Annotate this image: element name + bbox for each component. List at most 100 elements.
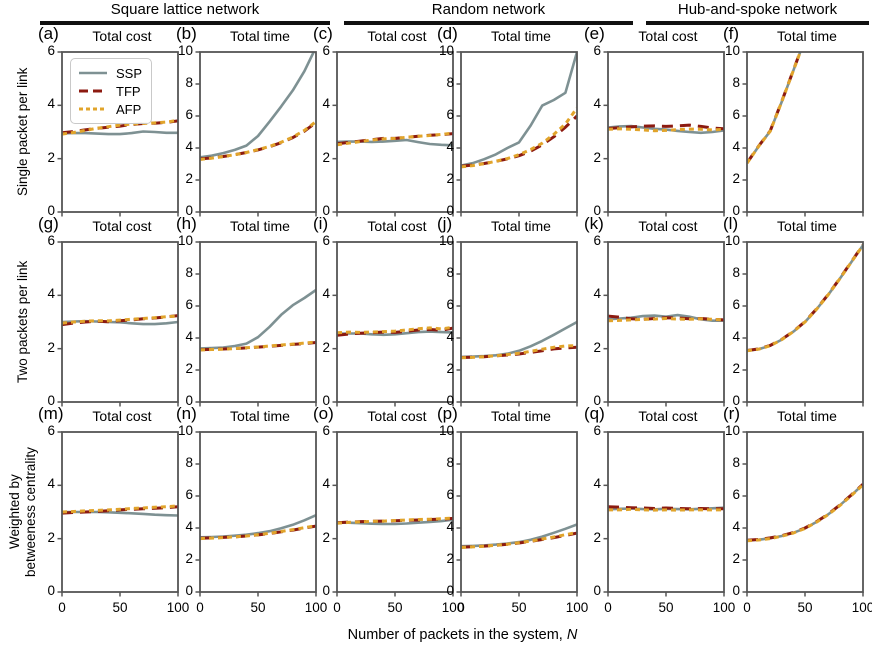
panel-letter-p: (p) <box>437 404 458 423</box>
plot-d <box>456 51 578 217</box>
x-axis-label-text: Number of packets in the system, <box>347 627 567 643</box>
y-tick-label-g-2: 2 <box>47 339 55 355</box>
y-tick-label-q-0: 0 <box>593 583 601 598</box>
y-tick-label-d-6: 6 <box>446 107 454 122</box>
y-tick-label-h-8: 8 <box>185 265 193 280</box>
y-tick-label-d-2: 2 <box>446 171 454 186</box>
panel-letter-h: (h) <box>176 214 197 233</box>
y-tick-label-j-0: 0 <box>446 393 454 408</box>
y-tick-label-m-6: 6 <box>47 423 55 438</box>
series-ssp-f <box>747 52 802 164</box>
plot-a <box>57 51 179 217</box>
series-ssp-b <box>200 52 316 159</box>
panel-letter-k: (k) <box>584 214 604 233</box>
x-tick-label-p-50: 50 <box>511 600 527 615</box>
plot-g <box>57 241 179 407</box>
y-tick-label-l-2: 2 <box>732 361 740 376</box>
legend-label-ssp: SSP <box>116 65 143 81</box>
series-ssp-a <box>62 130 178 136</box>
group-rule-hub-and-spoke <box>646 21 869 25</box>
y-tick-label-n-2: 2 <box>185 551 193 566</box>
y-tick-label-q-6: 6 <box>593 423 601 438</box>
y-tick-label-d-10: 10 <box>438 43 454 58</box>
y-tick-label-n-0: 0 <box>185 583 193 598</box>
plot-c <box>332 51 454 217</box>
y-tick-label-c-2: 2 <box>322 149 330 165</box>
y-tick-label-n-4: 4 <box>185 519 193 534</box>
series-afp-f <box>747 52 802 165</box>
x-tick-label-q-0: 0 <box>604 600 612 615</box>
legend-line-tfp-icon <box>79 89 107 93</box>
series-tfp-f <box>747 52 802 164</box>
x-axis-label-variable: N <box>566 627 578 643</box>
series-ssp-j <box>461 320 577 359</box>
series-tfp-l <box>747 244 863 352</box>
panel-title-q: Total cost <box>638 408 698 424</box>
y-tick-label-p-6: 6 <box>446 487 454 502</box>
y-tick-label-p-10: 10 <box>438 423 454 438</box>
y-tick-label-b-6: 6 <box>185 107 193 122</box>
y-tick-label-o-2: 2 <box>322 529 330 545</box>
x-tick-label-p-100: 100 <box>565 600 589 615</box>
series-afp-h <box>200 340 316 352</box>
series-tfp-r <box>747 483 863 542</box>
panel-letter-f: (f) <box>723 24 740 43</box>
panel-letter-i: (i) <box>313 214 329 233</box>
series-ssp-d <box>461 52 577 167</box>
panel-letter-c: (c) <box>313 24 333 43</box>
y-tick-label-i-4: 4 <box>322 286 330 302</box>
panel-title-a: Total cost <box>92 28 152 44</box>
x-tick-label-n-100: 100 <box>304 600 328 615</box>
y-tick-label-e-2: 2 <box>593 149 601 165</box>
panel-letter-d: (d) <box>437 24 458 43</box>
series-afp-j <box>461 344 577 360</box>
panel-title-l: Total time <box>777 218 837 234</box>
legend-line-ssp-icon <box>79 71 107 75</box>
series-ssp-l <box>747 244 863 353</box>
panel-letter-r: (r) <box>723 404 740 423</box>
plot-m <box>57 431 179 597</box>
y-tick-label-j-10: 10 <box>438 233 454 248</box>
y-tick-label-j-4: 4 <box>446 329 454 344</box>
panel-title-d: Total time <box>491 28 551 44</box>
y-tick-label-r-6: 6 <box>732 487 740 502</box>
y-tick-label-d-4: 4 <box>446 139 454 154</box>
y-tick-label-o-0: 0 <box>322 583 330 598</box>
y-tick-label-n-10: 10 <box>177 423 193 438</box>
y-tick-label-e-0: 0 <box>593 203 601 218</box>
y-tick-label-o-4: 4 <box>322 476 330 492</box>
legend-entry-afp: AFP <box>78 100 142 118</box>
y-tick-label-d-0: 0 <box>446 203 454 218</box>
plot-l <box>742 241 864 407</box>
row-label-single-packet: Single packet per link <box>14 67 30 197</box>
y-tick-label-b-8: 8 <box>185 75 193 90</box>
y-tick-label-r-2: 2 <box>732 551 740 566</box>
row-label-two-packets: Two packets per link <box>14 260 30 384</box>
plot-o <box>332 431 454 597</box>
x-tick-label-q-50: 50 <box>658 600 674 615</box>
y-tick-label-c-4: 4 <box>322 96 330 112</box>
panel-title-m: Total cost <box>92 408 152 424</box>
series-afp-o <box>337 516 453 525</box>
panel-title-j: Total time <box>491 218 551 234</box>
y-tick-label-q-4: 4 <box>593 476 601 492</box>
panel-title-g: Total cost <box>92 218 152 234</box>
legend: SSP TFP AFP <box>70 58 153 124</box>
group-title-random: Random network <box>431 1 546 18</box>
y-tick-label-o-6: 6 <box>322 423 330 438</box>
series-tfp-e <box>608 123 724 131</box>
y-tick-label-b-10: 10 <box>177 43 193 58</box>
y-tick-label-f-0: 0 <box>732 203 740 218</box>
x-tick-label-r-100: 100 <box>851 600 872 615</box>
y-tick-label-l-10: 10 <box>724 233 740 248</box>
y-tick-label-l-8: 8 <box>732 265 740 280</box>
plot-e <box>603 51 725 217</box>
y-tick-label-f-8: 8 <box>732 75 740 90</box>
y-tick-label-j-2: 2 <box>446 361 454 376</box>
legend-entry-ssp: SSP <box>78 64 142 82</box>
series-afp-l <box>747 244 863 353</box>
series-ssp-r <box>747 483 863 542</box>
x-tick-label-r-50: 50 <box>797 600 813 615</box>
series-afp-d <box>461 107 577 169</box>
